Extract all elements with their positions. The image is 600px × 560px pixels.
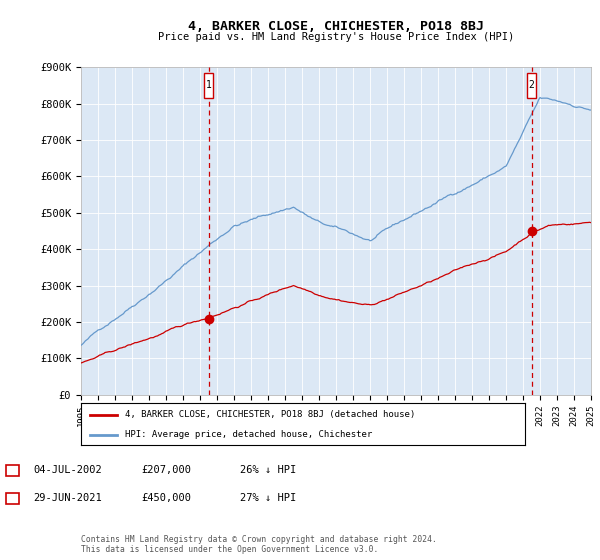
FancyBboxPatch shape <box>527 73 536 98</box>
Text: Contains HM Land Registry data © Crown copyright and database right 2024.
This d: Contains HM Land Registry data © Crown c… <box>81 535 437 554</box>
Text: 1: 1 <box>10 465 16 475</box>
Text: 2: 2 <box>529 81 535 90</box>
Text: 1: 1 <box>206 81 211 90</box>
Text: 4, BARKER CLOSE, CHICHESTER, PO18 8BJ (detached house): 4, BARKER CLOSE, CHICHESTER, PO18 8BJ (d… <box>125 410 416 419</box>
Text: HPI: Average price, detached house, Chichester: HPI: Average price, detached house, Chic… <box>125 430 373 439</box>
FancyBboxPatch shape <box>204 73 213 98</box>
Text: 27% ↓ HPI: 27% ↓ HPI <box>240 493 296 503</box>
Text: 2: 2 <box>10 493 16 503</box>
Text: £450,000: £450,000 <box>141 493 191 503</box>
Text: 04-JUL-2002: 04-JUL-2002 <box>33 465 102 475</box>
Text: 4, BARKER CLOSE, CHICHESTER, PO18 8BJ: 4, BARKER CLOSE, CHICHESTER, PO18 8BJ <box>188 20 484 32</box>
Text: Price paid vs. HM Land Registry's House Price Index (HPI): Price paid vs. HM Land Registry's House … <box>158 32 514 43</box>
Text: 26% ↓ HPI: 26% ↓ HPI <box>240 465 296 475</box>
Text: £207,000: £207,000 <box>141 465 191 475</box>
Text: 29-JUN-2021: 29-JUN-2021 <box>33 493 102 503</box>
